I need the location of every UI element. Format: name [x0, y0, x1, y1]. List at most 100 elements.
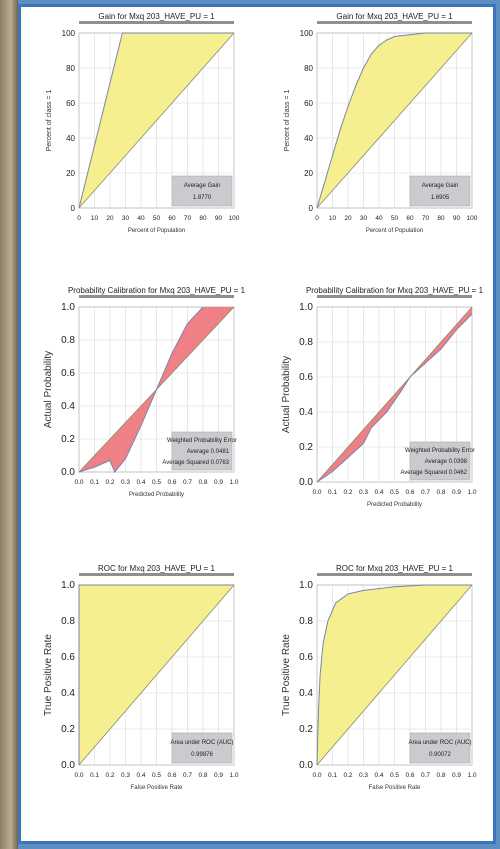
x-tick-label: 0.5 — [390, 489, 399, 496]
y-axis-label: Actual Probability — [43, 351, 54, 428]
left-sidebar-strip — [0, 0, 18, 849]
x-tick-label: 0.3 — [359, 772, 368, 779]
x-tick-label: 0 — [315, 215, 319, 222]
model-curve — [78, 584, 234, 765]
x-tick-label: 0.1 — [328, 772, 337, 779]
x-tick-label: 1.0 — [467, 772, 476, 779]
x-tick-label: 60 — [168, 215, 176, 222]
x-tick-label: 0.2 — [105, 772, 114, 779]
y-tick-label: 0.2 — [299, 442, 313, 453]
y-tick-label: 0.8 — [299, 616, 313, 627]
y-tick-label: 1.0 — [299, 580, 313, 591]
info-box-value: 1.6905 — [431, 195, 450, 201]
calibration-chart-right: Probability Calibration for Mxq 203_HAVE… — [269, 286, 494, 547]
x-tick-label: 0.7 — [421, 772, 430, 779]
model-curve — [78, 32, 234, 209]
x-tick-label: 0.0 — [74, 479, 83, 486]
x-tick-label: 80 — [199, 215, 207, 222]
x-tick-label: 0.8 — [198, 479, 207, 486]
model-curve — [316, 584, 472, 766]
y-tick-label: 0.4 — [61, 688, 75, 699]
y-tick-label: 0.8 — [61, 335, 75, 346]
chart-title: ROC for Mxq 203_HAVE_PU = 1 — [336, 564, 454, 573]
y-axis-label: Actual Probability — [281, 356, 292, 433]
y-axis-label: Percent of class = 1 — [284, 90, 291, 152]
y-tick-label: 0.0 — [299, 760, 313, 771]
x-axis-label: Predicted Probability — [129, 492, 184, 498]
x-tick-label: 0.9 — [452, 772, 461, 779]
x-tick-label: 0.0 — [312, 489, 321, 496]
x-tick-label: 0.4 — [136, 479, 145, 486]
x-tick-label: 0.5 — [152, 772, 161, 779]
y-tick-label: 0.6 — [61, 652, 75, 663]
calibration-chart-left: Probability Calibration for Mxq 203_HAVE… — [31, 286, 256, 547]
x-tick-label: 50 — [153, 215, 161, 222]
title-rule — [79, 295, 234, 298]
x-axis-label: False Positive Rate — [369, 785, 421, 791]
x-tick-label: 0.5 — [390, 772, 399, 779]
y-tick-label: 0.6 — [299, 372, 313, 383]
y-tick-label: 0.0 — [61, 760, 75, 771]
x-tick-label: 0.3 — [121, 772, 130, 779]
y-tick-label: 0 — [309, 204, 314, 213]
chart-svg: ROC for Mxq 203_HAVE_PU = 1 0.0 0.2 0.4 0.6 0… — [281, 564, 477, 791]
info-box-label: Weighted Probability Error — [405, 448, 475, 454]
x-axis-label: Percent of Population — [128, 228, 185, 234]
baseline-diagonal — [316, 584, 473, 766]
model-curve — [78, 306, 204, 473]
figure-page: Gain for Mxq 203_HAVE_PU = 1 0 20 40 60 80 100… — [18, 4, 496, 844]
x-tick-label: 70 — [184, 215, 192, 222]
x-tick-label: 0 — [77, 215, 81, 222]
x-tick-label: 0.1 — [90, 772, 99, 779]
model-curve — [316, 313, 473, 483]
y-tick-label: 0.4 — [299, 688, 313, 699]
chart-svg: Gain for Mxq 203_HAVE_PU = 1020406080100… — [46, 12, 240, 234]
info-box-value: 0.90072 — [429, 752, 451, 758]
x-axis-label: Predicted Probability — [367, 502, 422, 508]
roc-chart-right: ROC for Mxq 203_HAVE_PU = 1 0.0 0.2 0.4 0.6 0… — [269, 564, 494, 827]
baseline-diagonal — [78, 32, 235, 209]
y-tick-label: 0.0 — [61, 467, 75, 478]
baseline-diagonal — [78, 584, 235, 766]
x-tick-label: 0.9 — [214, 479, 223, 486]
x-tick-label: 0.2 — [343, 489, 352, 496]
info-box — [409, 175, 471, 207]
y-axis-label: True Positive Rate — [43, 634, 54, 716]
info-box-value: 1.8770 — [193, 195, 212, 201]
info-box-line1: Average 0.0398 — [425, 459, 468, 465]
y-tick-label: 0.6 — [299, 652, 313, 663]
gain-chart-right: Gain for Mxq 203_HAVE_PU = 1 0 20 40 60 80 100… — [269, 12, 494, 253]
x-tick-label: 0.8 — [436, 772, 445, 779]
x-tick-label: 0.7 — [183, 479, 192, 486]
y-tick-label: 0 — [71, 204, 76, 213]
y-tick-label: 60 — [66, 99, 75, 108]
info-box — [409, 732, 471, 764]
baseline-diagonal — [316, 32, 473, 209]
x-tick-label: 0.7 — [421, 489, 430, 496]
info-box-line2: Average Squared 0.0462 — [400, 470, 467, 476]
y-tick-label: 20 — [304, 169, 313, 178]
y-tick-label: 0.4 — [299, 407, 313, 418]
x-tick-label: 0.6 — [167, 479, 176, 486]
x-tick-label: 0.8 — [436, 489, 445, 496]
baseline-diagonal — [316, 306, 473, 483]
x-tick-label: 40 — [375, 215, 383, 222]
chart-title: ROC for Mxq 203_HAVE_PU = 1 — [98, 564, 216, 573]
x-tick-label: 90 — [215, 215, 223, 222]
x-tick-label: 0.1 — [328, 489, 337, 496]
x-tick-label: 0.7 — [183, 772, 192, 779]
x-tick-label: 0.4 — [136, 772, 145, 779]
chart-title: Gain for Mxq 203_HAVE_PU = 1 — [98, 12, 215, 21]
x-axis-label: Percent of Population — [366, 228, 423, 234]
info-box-label: Area under ROC (AUC) — [408, 740, 471, 746]
roc-chart-left: ROC for Mxq 203_HAVE_PU = 1 0.0 0.2 0.4 0.6 0… — [31, 564, 256, 827]
model-curve — [316, 32, 472, 209]
title-rule — [79, 573, 234, 576]
x-tick-label: 10 — [91, 215, 99, 222]
x-tick-label: 0.8 — [198, 772, 207, 779]
x-tick-label: 0.2 — [105, 479, 114, 486]
y-tick-label: 0.0 — [299, 477, 313, 488]
x-tick-label: 0.9 — [214, 772, 223, 779]
x-tick-label: 0.6 — [405, 772, 414, 779]
x-tick-label: 0.5 — [152, 479, 161, 486]
